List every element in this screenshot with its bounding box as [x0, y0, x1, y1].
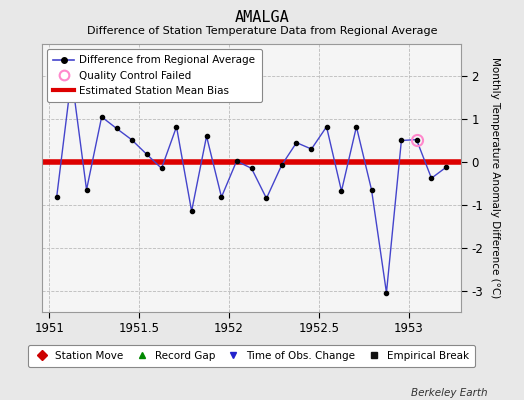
Y-axis label: Monthly Temperature Anomaly Difference (°C): Monthly Temperature Anomaly Difference (…: [490, 57, 500, 299]
Legend: Difference from Regional Average, Quality Control Failed, Estimated Station Mean: Difference from Regional Average, Qualit…: [47, 49, 261, 102]
Text: Berkeley Earth: Berkeley Earth: [411, 388, 487, 398]
Text: AMALGA: AMALGA: [235, 10, 289, 25]
Text: Difference of Station Temperature Data from Regional Average: Difference of Station Temperature Data f…: [87, 26, 437, 36]
Legend: Station Move, Record Gap, Time of Obs. Change, Empirical Break: Station Move, Record Gap, Time of Obs. C…: [28, 345, 475, 367]
